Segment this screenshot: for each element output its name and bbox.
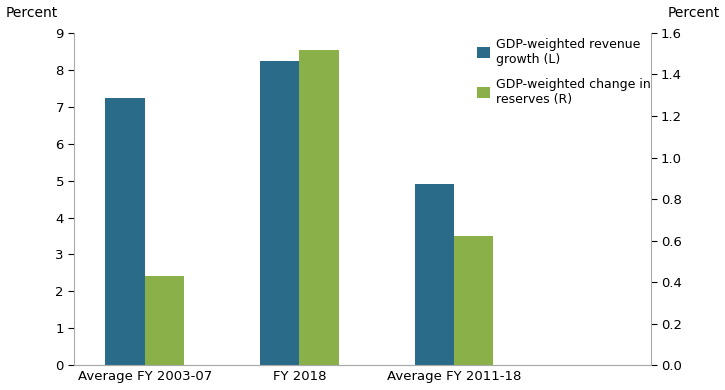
Bar — [260, 60, 299, 365]
Bar — [105, 98, 145, 365]
Bar — [145, 276, 184, 365]
Bar — [299, 50, 339, 365]
Text: Percent: Percent — [668, 6, 720, 20]
Bar — [454, 236, 493, 365]
Bar — [415, 184, 454, 365]
Legend: GDP-weighted revenue
growth (L), GDP-weighted change in
reserves (R): GDP-weighted revenue growth (L), GDP-wei… — [473, 32, 656, 111]
Text: Percent: Percent — [5, 6, 57, 20]
